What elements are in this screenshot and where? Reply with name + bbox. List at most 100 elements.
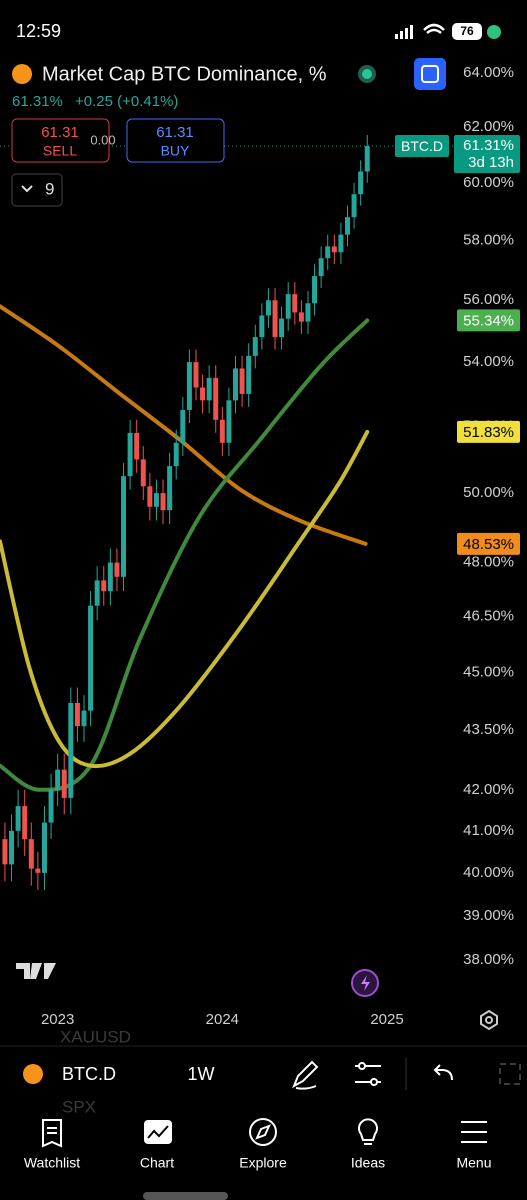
candle-body	[279, 318, 285, 338]
y-tick-label: 45.00%	[463, 663, 514, 680]
candle-body	[180, 410, 186, 443]
candle-body	[2, 839, 8, 865]
price-tag-label: 55.34%	[463, 312, 514, 329]
lightning-icon	[361, 975, 370, 991]
chart: 64.00%62.00%60.00%58.00%56.00%54.00%52.0…	[0, 64, 520, 1028]
candle-body	[121, 476, 127, 577]
candle-body	[28, 839, 34, 869]
candle-body	[226, 400, 232, 443]
moving-average-line	[0, 429, 370, 769]
battery-level: 76	[460, 24, 474, 38]
candle-body	[88, 605, 94, 711]
candle-body	[318, 258, 324, 277]
candle-body	[344, 217, 350, 235]
price-change: +0.25 (+0.41%)	[75, 93, 178, 110]
candle-body	[173, 442, 179, 467]
toolbar-symbol[interactable]: BTC.D	[62, 1064, 116, 1084]
candle-body	[272, 300, 278, 338]
y-tick-label: 54.00%	[463, 353, 514, 370]
y-tick-label: 42.00%	[463, 781, 514, 798]
candle-body	[134, 432, 140, 460]
fullscreen-button[interactable]	[414, 58, 446, 90]
candle-body	[55, 769, 61, 790]
candle-body	[259, 315, 265, 338]
settings-tool[interactable]	[355, 1062, 381, 1086]
nav-icons	[42, 1118, 487, 1148]
candle-body	[200, 387, 206, 401]
y-tick-label: 58.00%	[463, 231, 514, 248]
nav-item[interactable]: Explore	[239, 1155, 287, 1171]
sell-button[interactable]	[11, 118, 110, 163]
y-tick-label: 46.50%	[463, 608, 514, 625]
settings-hub	[485, 1016, 493, 1024]
symbol-tag	[395, 135, 449, 158]
candle-body	[265, 300, 271, 316]
candle-body	[298, 312, 304, 322]
status-dot	[487, 25, 501, 39]
y-tick-label: 38.00%	[463, 951, 514, 968]
candle-body	[107, 562, 113, 592]
spread: 0.00	[90, 132, 115, 147]
buy-button[interactable]	[126, 118, 225, 163]
moving-average-line	[0, 304, 368, 546]
candle-body	[358, 171, 364, 195]
btc-icon	[12, 64, 32, 84]
x-tick-label: 2023	[41, 1011, 74, 1028]
candle-body	[351, 194, 357, 218]
price-tag-label: 48.53%	[463, 536, 514, 553]
candle-body	[292, 294, 298, 313]
moving-average-line	[0, 318, 370, 792]
candle-body	[219, 419, 225, 443]
candle-body	[233, 368, 239, 401]
indicators-toggle[interactable]	[11, 173, 63, 207]
candle-body	[114, 562, 120, 577]
indicator-count: 9	[45, 179, 54, 198]
nav-item[interactable]: Watchlist	[24, 1155, 80, 1171]
crop-tool[interactable]	[499, 1063, 521, 1085]
candle-body	[167, 466, 173, 511]
nav-item[interactable]: Chart	[140, 1155, 174, 1171]
x-tick-label: 2025	[370, 1011, 403, 1028]
draw-tool[interactable]	[292, 1060, 319, 1090]
candle-body	[305, 303, 311, 322]
y-tick-label: 41.00%	[463, 822, 514, 839]
price-tag-label: 51.83%	[463, 424, 514, 441]
y-tick-label: 56.00%	[463, 291, 514, 308]
price-tag	[457, 532, 520, 555]
candle-body	[140, 459, 146, 487]
candle-body	[213, 377, 219, 420]
candle-body	[147, 486, 153, 507]
candle-body	[193, 362, 199, 388]
clock: 12:59	[16, 21, 61, 41]
candle-body	[206, 377, 212, 401]
candle-body	[101, 580, 107, 592]
buy-label: BUY	[161, 143, 190, 159]
market-status-dot	[362, 69, 372, 79]
candle-body	[325, 246, 331, 259]
candle-body	[94, 580, 100, 606]
fullscreen-icon	[421, 65, 439, 83]
nav-item[interactable]: Ideas	[351, 1155, 385, 1171]
gesture-bar	[143, 1192, 228, 1200]
y-tick-label: 60.00%	[463, 174, 514, 191]
candle-body	[160, 493, 166, 511]
candle-body	[246, 355, 252, 394]
last-price-label: 61.31%	[463, 137, 514, 154]
candle-body	[239, 368, 245, 394]
candle-body	[48, 789, 54, 823]
y-tick-label: 62.00%	[463, 118, 514, 135]
candle-body	[81, 710, 87, 727]
y-tick-label: 48.00%	[463, 554, 514, 571]
undo-tool[interactable]	[433, 1064, 453, 1081]
nav-item[interactable]: Menu	[456, 1155, 491, 1171]
y-tick-label: 40.00%	[463, 864, 514, 881]
candle-body	[312, 276, 318, 304]
symbol-title: Market Cap BTC Dominance, %	[42, 63, 327, 85]
toolbar-interval[interactable]: 1W	[188, 1064, 215, 1084]
ghost-symbol: SPX	[62, 1097, 96, 1116]
candle-body	[41, 822, 47, 873]
candle-body	[35, 868, 41, 873]
price-tag	[457, 420, 520, 443]
settings-icon[interactable]	[480, 1009, 498, 1031]
